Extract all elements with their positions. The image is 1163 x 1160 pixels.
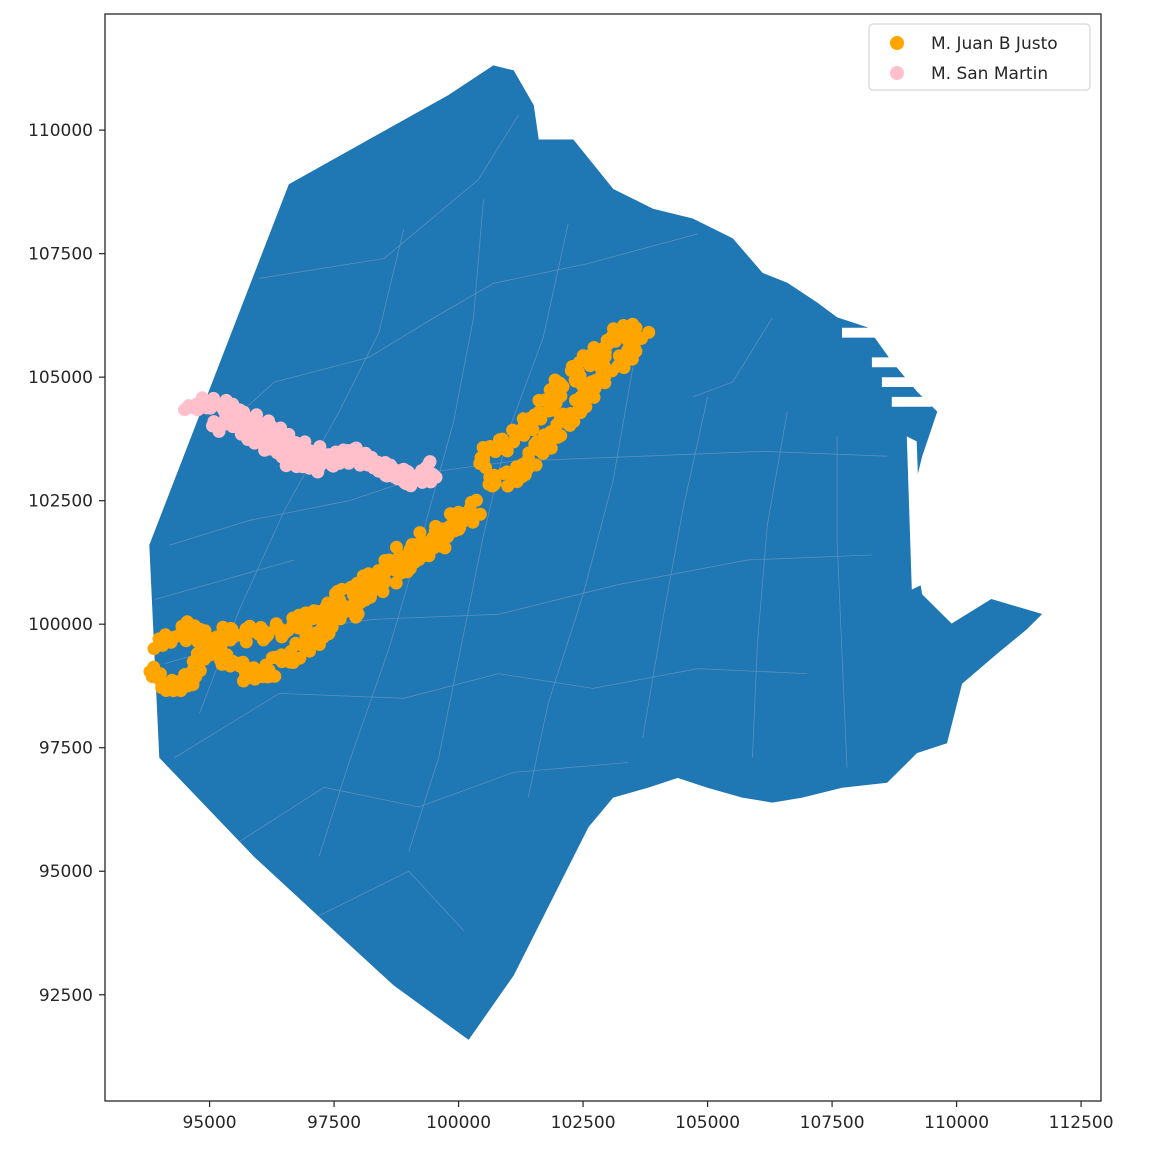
data-point xyxy=(325,613,339,627)
legend-marker xyxy=(890,36,904,50)
district-boundary xyxy=(259,115,519,279)
data-point xyxy=(258,626,272,640)
data-point xyxy=(466,515,480,529)
dock-gap xyxy=(871,357,902,368)
district-boundary xyxy=(219,233,698,432)
legend-marker xyxy=(890,66,904,80)
district-boundary xyxy=(836,436,848,768)
x-tick-label: 100000 xyxy=(426,1113,491,1133)
y-tick-label: 100000 xyxy=(28,615,93,635)
x-axis: 95000 97500 100000 102500 105000 107500 110000… xyxy=(183,1101,1114,1133)
dock-gap xyxy=(842,327,877,338)
series-m-san-martin xyxy=(178,391,443,493)
axes-frame xyxy=(104,13,1102,1102)
scatter-series xyxy=(143,317,656,698)
data-point xyxy=(290,637,304,651)
data-point xyxy=(147,642,161,656)
data-point xyxy=(473,457,487,470)
data-point xyxy=(414,549,428,563)
legend: M. Juan B Justo M. San Martin xyxy=(868,23,1091,91)
data-point xyxy=(483,440,497,453)
data-point xyxy=(207,415,221,429)
data-point xyxy=(420,460,434,474)
data-point xyxy=(579,400,593,414)
x-tick-label: 97500 xyxy=(307,1113,361,1133)
x-tick-label: 112500 xyxy=(1049,1113,1114,1133)
data-point xyxy=(455,510,469,524)
data-point xyxy=(390,540,403,554)
y-tick-label: 102500 xyxy=(28,492,93,512)
data-point xyxy=(595,370,609,384)
data-point xyxy=(463,502,477,516)
data-point xyxy=(321,596,335,610)
district-boundary xyxy=(692,317,773,398)
x-tick-label: 105000 xyxy=(675,1113,740,1133)
x-tick-label: 102500 xyxy=(551,1113,616,1133)
data-point xyxy=(226,420,240,434)
data-point xyxy=(249,435,263,449)
district-boundary xyxy=(318,870,464,931)
legend-box xyxy=(868,23,1091,91)
y-tick-label: 92500 xyxy=(39,986,93,1006)
data-point xyxy=(545,391,559,405)
city-outline xyxy=(149,65,1043,1040)
data-point xyxy=(223,659,237,673)
dock-gap xyxy=(881,377,917,387)
data-point xyxy=(642,325,656,339)
data-point xyxy=(213,643,227,657)
data-point xyxy=(293,651,307,665)
data-point xyxy=(555,378,568,392)
x-tick-label: 107500 xyxy=(800,1113,865,1133)
data-point xyxy=(495,432,509,446)
dock-gap xyxy=(891,396,932,407)
x-tick-label: 95000 xyxy=(183,1113,237,1133)
data-point xyxy=(532,410,546,424)
data-point xyxy=(582,353,596,367)
dock-gap xyxy=(906,436,922,590)
legend-label: M. Juan B Justo xyxy=(931,34,1058,54)
district-boundary xyxy=(642,396,708,738)
data-point xyxy=(171,676,185,690)
data-point xyxy=(529,458,543,472)
data-point xyxy=(259,665,273,679)
district-boundary xyxy=(752,411,788,758)
data-point xyxy=(564,407,578,420)
data-point xyxy=(363,451,377,465)
y-tick-label: 107500 xyxy=(28,245,93,265)
data-point xyxy=(605,364,619,378)
data-point xyxy=(424,534,438,548)
y-axis: 92500 95000 97500 100000 102500 105000 107500 1… xyxy=(28,121,105,1006)
data-point xyxy=(292,619,306,633)
data-point xyxy=(532,443,546,457)
y-tick-label: 97500 xyxy=(39,739,93,759)
data-point xyxy=(332,456,346,470)
x-tick-label: 110000 xyxy=(924,1113,989,1133)
data-point xyxy=(488,476,502,490)
data-point xyxy=(389,576,403,590)
data-point xyxy=(350,595,364,609)
data-point xyxy=(399,556,413,570)
data-point xyxy=(504,467,518,480)
district-boundary xyxy=(174,668,808,758)
data-point xyxy=(143,665,157,679)
district-boundary xyxy=(408,223,569,852)
data-point xyxy=(269,617,283,631)
city-boundary-map xyxy=(149,65,1043,1040)
district-boundary xyxy=(239,762,628,842)
data-point xyxy=(607,322,620,336)
y-tick-label: 110000 xyxy=(28,121,93,141)
y-tick-label: 95000 xyxy=(39,862,93,882)
data-point xyxy=(550,429,564,443)
series-m-juan-b-justo xyxy=(143,317,656,698)
district-boundary xyxy=(527,367,634,798)
district-boundary xyxy=(154,559,295,600)
legend-label: M. San Martin xyxy=(931,64,1048,84)
data-point xyxy=(413,526,427,540)
y-tick-label: 105000 xyxy=(28,368,93,388)
data-point xyxy=(402,546,416,560)
data-point xyxy=(624,324,638,337)
